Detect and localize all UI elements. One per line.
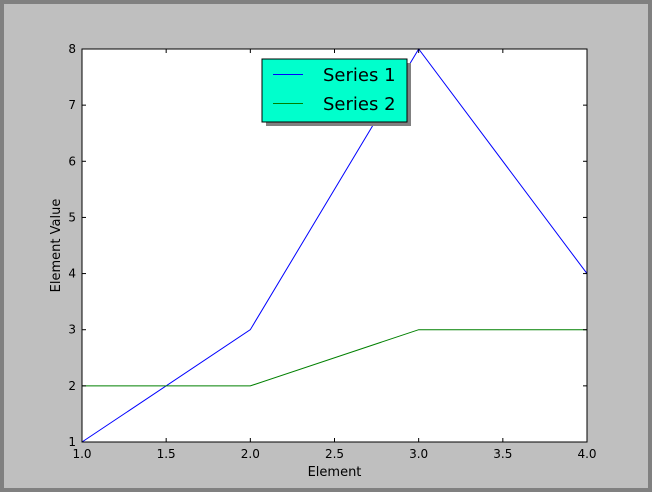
y-tick-label: 3 (68, 323, 76, 337)
x-tick-label: 2.0 (241, 447, 260, 461)
legend: Series 1 Series 2 (261, 58, 411, 126)
plot-frame (81, 48, 588, 443)
y-tick-label: 8 (68, 42, 76, 56)
y-tick-label: 1 (68, 435, 76, 449)
x-tick-label: 4.0 (577, 447, 596, 461)
ticks-layer: 1.0 1.5 2.0 2.5 3.0 3.5 4.0 1 2 3 4 5 6 7 8 (68, 42, 596, 461)
x-tick-label: 1.0 (72, 447, 91, 461)
x-tick-label: 2.5 (325, 447, 344, 461)
y-tick-label: 7 (68, 98, 76, 112)
y-axis-label: Element Value (49, 199, 64, 293)
y-tick-label: 5 (68, 210, 76, 224)
x-tick-label: 3.5 (493, 447, 512, 461)
x-tick-label: 1.5 (157, 447, 176, 461)
y-tick-label: 6 (68, 154, 76, 168)
y-tick-label: 2 (68, 379, 76, 393)
legend-box (261, 58, 408, 123)
series-line-2 (82, 329, 587, 387)
x-axis-label: Element (308, 465, 362, 480)
x-tick-label: 3.0 (409, 447, 428, 461)
y-tick-label: 4 (68, 267, 76, 281)
legend-label-series-1: Series 1 (323, 65, 396, 86)
legend-label-series-2: Series 2 (323, 94, 396, 115)
series-layer (81, 48, 588, 443)
